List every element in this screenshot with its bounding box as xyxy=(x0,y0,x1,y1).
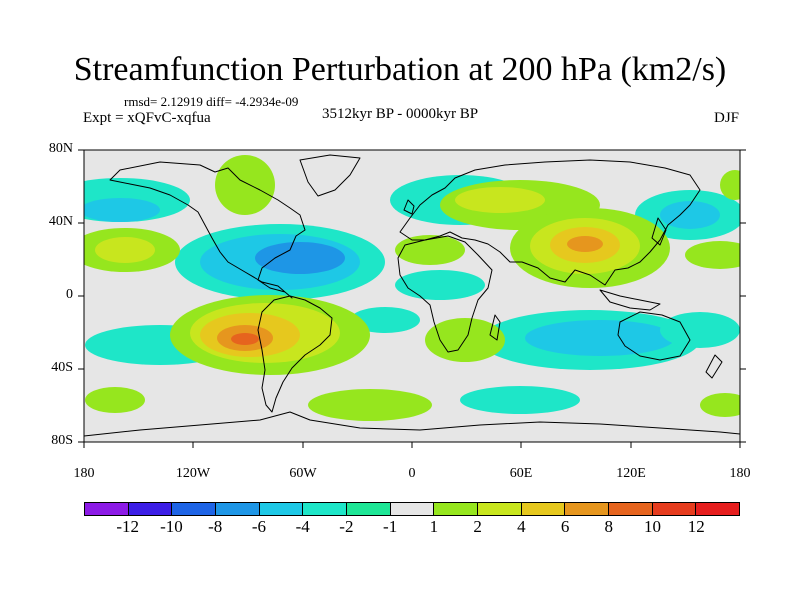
pos-region-arctic xyxy=(215,155,275,215)
lon-label-180w: 180 xyxy=(73,466,95,481)
colorbar-swatch xyxy=(521,503,566,515)
season-label: DJF xyxy=(713,110,739,126)
coast-uk xyxy=(403,199,415,215)
coast-japan xyxy=(651,217,667,246)
neg-region-far-s xyxy=(460,386,580,414)
pos-region-far-ne xyxy=(720,170,740,200)
colorbar-label: -8 xyxy=(208,517,223,536)
pos-region-e-pacific xyxy=(685,241,740,269)
stats-label: rmsd= 2.12919 diff= -4.2934e-09 xyxy=(124,94,299,109)
colorbar xyxy=(84,502,740,516)
colorbar-swatch xyxy=(434,503,479,515)
colorbar-label: -1 xyxy=(383,517,398,536)
colorbar-swatch xyxy=(85,503,129,515)
coast-north-america xyxy=(109,161,306,299)
colorbar-label: -6 xyxy=(251,517,266,536)
colorbar-label: 10 xyxy=(644,517,662,536)
lon-label-120e: 120E xyxy=(616,466,646,481)
neg-region-se-pacific xyxy=(660,312,740,348)
neg-region-indian-mid xyxy=(525,320,675,356)
colorbar-swatch xyxy=(696,503,740,515)
coast-antarctica xyxy=(84,411,740,437)
coast-eurasia xyxy=(399,159,701,286)
pos-region-s-ocean-w xyxy=(308,389,432,421)
pos-region-s-ocean-sw xyxy=(85,387,145,413)
coastlines xyxy=(84,154,740,437)
colorbar-label: 1 xyxy=(429,517,439,536)
colorbar-label: 12 xyxy=(687,517,705,536)
colorbar-swatch xyxy=(652,503,697,515)
lat-label-40n: 40N xyxy=(48,214,73,229)
map-title: Streamfunction Perturbation at 200 hPa (… xyxy=(73,51,727,88)
colorbar-swatch xyxy=(128,503,173,515)
colorbar-swatch xyxy=(565,503,610,515)
lon-label-180e: 180 xyxy=(729,466,751,481)
colorbar-label: 8 xyxy=(604,517,614,536)
colorbar-label: 6 xyxy=(560,517,570,536)
colorbar-swatch xyxy=(172,503,217,515)
coast-indonesia xyxy=(599,289,661,311)
experiment-label: Expt = xQFvC-xqfua xyxy=(83,110,211,126)
colorbar-label: 2 xyxy=(473,517,482,536)
coast-new-zealand xyxy=(705,354,723,379)
coast-africa xyxy=(397,235,493,353)
contour-fields xyxy=(84,154,740,437)
colorbar-swatch xyxy=(216,503,260,515)
colorbar-swatch xyxy=(390,503,435,515)
pos-region-s-america-5 xyxy=(231,333,259,345)
neg-region-africa xyxy=(395,270,485,300)
neg-region-atlantic-core xyxy=(255,242,345,274)
coast-south-america xyxy=(257,295,333,413)
lon-label-60w: 60W xyxy=(289,466,317,481)
lat-label-0: 0 xyxy=(66,287,73,302)
axis-ticks xyxy=(78,149,746,448)
colorbar-swatch xyxy=(609,503,653,515)
lat-label-40s: 40S xyxy=(51,360,73,375)
colorbar-label: -4 xyxy=(295,517,310,536)
colorbar-label: -12 xyxy=(116,517,140,536)
pos-region-se xyxy=(700,393,740,417)
colorbar-swatch xyxy=(478,503,522,515)
pos-region-eurasia-in xyxy=(455,187,545,213)
neg-region-nw-inner xyxy=(84,198,160,222)
pos-region-w-pacific-in xyxy=(95,237,155,263)
colorbar-swatch xyxy=(303,503,348,515)
coast-australia xyxy=(617,311,691,361)
lon-label-120w: 120W xyxy=(175,466,211,481)
positive-regions xyxy=(84,155,740,421)
pos-region-asia-4 xyxy=(567,236,603,252)
colorbar-label: 4 xyxy=(517,517,526,536)
coast-greenland xyxy=(299,154,361,197)
lon-label-0: 0 xyxy=(408,466,416,481)
colorbar-label: -10 xyxy=(160,517,183,536)
pos-region-n-africa xyxy=(395,235,465,265)
coast-madagascar xyxy=(489,314,501,341)
colorbar-swatch xyxy=(259,503,304,515)
colorbar-label: -2 xyxy=(339,517,354,536)
lon-label-60e: 60E xyxy=(509,466,533,481)
lat-label-80n: 80N xyxy=(48,141,73,156)
colorbar-swatch xyxy=(347,503,391,515)
neg-region-ne-pacific-in xyxy=(660,201,720,229)
period-label: 3512kyr BP - 0000kyr BP xyxy=(322,106,479,122)
lat-label-80s: 80S xyxy=(51,433,73,448)
